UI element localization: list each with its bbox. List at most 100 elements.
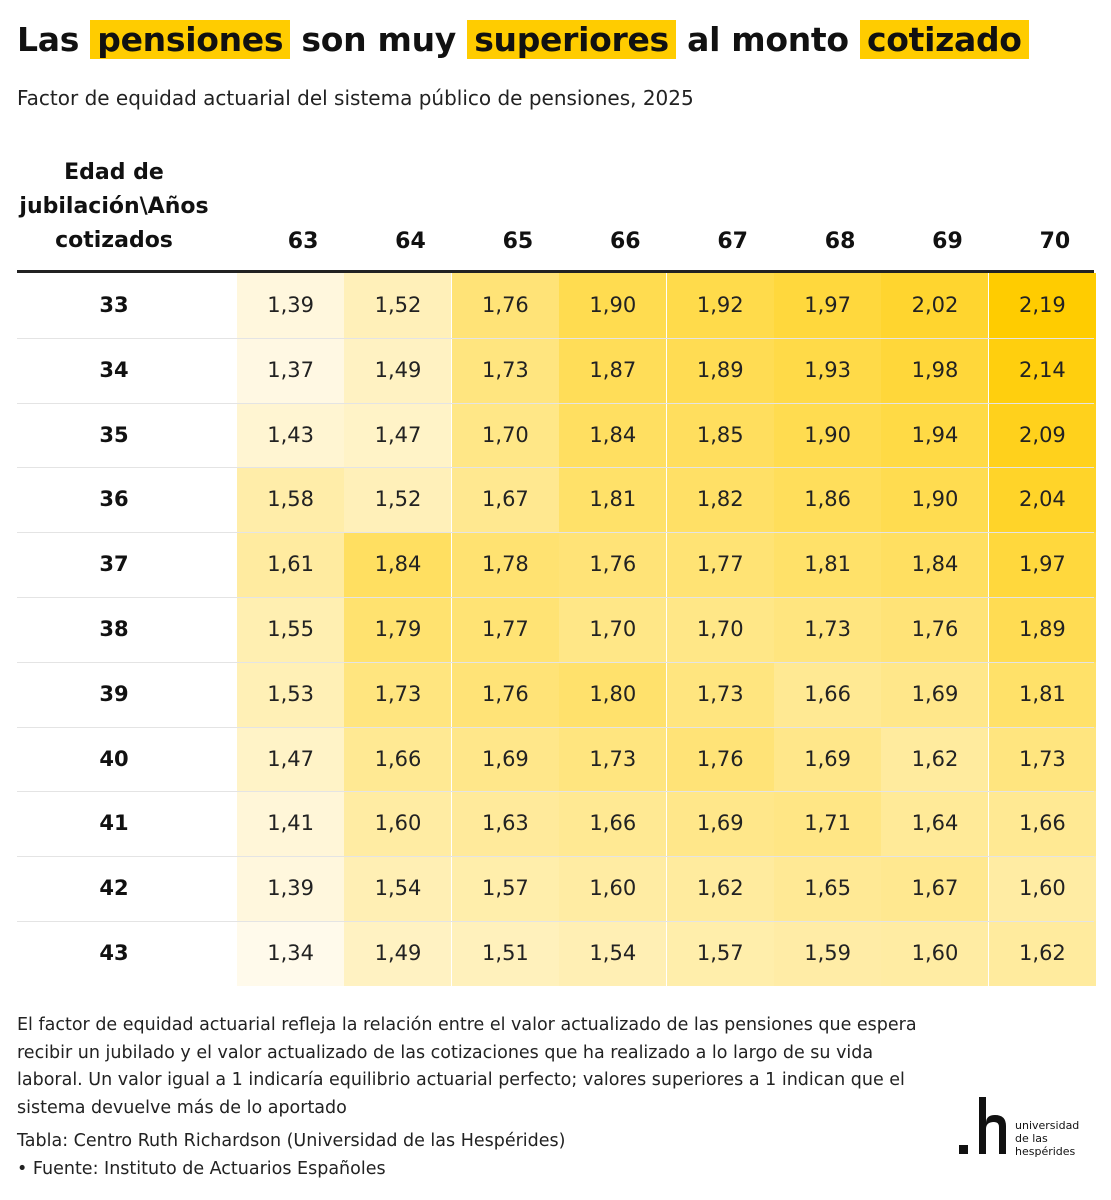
title-highlight: pensiones [90, 20, 291, 59]
heatmap-cell: 1,90 [881, 467, 989, 533]
heatmap-cell: 1,97 [988, 532, 1096, 598]
heatmap-cell: 1,60 [344, 791, 452, 857]
heatmap-cell: 1,69 [666, 791, 774, 857]
heatmap-cell: 1,73 [666, 661, 774, 727]
row-divider [17, 921, 1094, 922]
heatmap-cell: 1,90 [774, 402, 881, 468]
column-header: 63 [287, 229, 319, 254]
heatmap-cell: 1,66 [988, 791, 1096, 857]
heatmap-table: 33 1,39 1,52 1,76 1,90 1,92 1,97 2,02 2,19 34 1,37… [17, 273, 1096, 986]
heatmap-cell: 1,76 [666, 726, 774, 792]
heatmap-cell: 1,69 [881, 661, 989, 727]
heatmap-cell: 1,52 [344, 273, 452, 338]
row-header: 42 [99, 876, 129, 901]
heatmap-cell: 1,39 [237, 856, 344, 922]
heatmap-cell: 1,63 [451, 791, 559, 857]
row-header: 40 [99, 746, 129, 771]
heatmap-cell: 1,76 [559, 532, 667, 598]
row-divider [17, 532, 1094, 534]
heatmap-cell: 1,93 [774, 337, 881, 403]
heatmap-cell: 1,52 [344, 467, 452, 533]
heatmap-cell: 1,77 [451, 597, 559, 662]
heatmap-cell: 1,84 [881, 532, 989, 598]
heatmap-cell: 1,78 [451, 532, 559, 598]
heatmap-cell: 1,70 [451, 402, 559, 468]
column-header: 64 [395, 229, 426, 254]
heatmap-cell: 1,47 [344, 402, 452, 468]
footnote: El factor de equidad actuarial refleja l… [17, 1015, 917, 1118]
column-header: 69 [932, 229, 963, 254]
heatmap-cell: 1,47 [237, 726, 344, 792]
heatmap-cell: 1,60 [881, 921, 989, 986]
heatmap-cell: 1,51 [451, 921, 559, 986]
row-divider [17, 856, 1094, 858]
logo-line: universidad [1015, 1119, 1080, 1132]
heatmap-cell: 1,89 [988, 597, 1096, 662]
heatmap-cell: 1,77 [666, 532, 774, 598]
logo-h-icon [959, 1097, 1006, 1154]
heatmap-cell: 1,81 [559, 467, 667, 533]
row-divider [17, 337, 1094, 339]
heatmap-cell: 1,58 [237, 467, 344, 533]
heatmap-cell: 1,54 [344, 856, 452, 922]
heatmap-cell: 1,57 [451, 856, 559, 922]
logo-line: de las [1015, 1132, 1048, 1145]
row-header: 38 [99, 617, 129, 641]
heatmap-cell: 1,79 [344, 597, 452, 662]
heatmap-cell: 1,59 [774, 921, 881, 986]
heatmap-cell: 1,82 [666, 467, 774, 533]
column-header: 66 [609, 229, 641, 254]
heatmap-cell: 1,86 [774, 467, 881, 533]
heatmap-cell: 1,61 [237, 532, 344, 598]
heatmap-cell: 1,62 [666, 856, 774, 922]
row-header: 37 [99, 552, 129, 577]
title-highlight: cotizado [859, 20, 1029, 59]
heatmap-cell: 1,84 [559, 402, 667, 468]
heatmap-cell: 1,90 [559, 273, 667, 338]
row-header: 35 [99, 422, 129, 447]
title-word: son muy [301, 20, 456, 59]
title-word: Las [17, 20, 80, 59]
title-word: al monto [687, 20, 849, 59]
heatmap-cell: 1,60 [988, 856, 1096, 922]
table-credit: Tabla: Centro Ruth Richardson (Universid… [17, 1131, 566, 1151]
heatmap-cell: 1,54 [559, 921, 667, 986]
row-divider [17, 791, 1094, 793]
row-divider [17, 402, 1094, 404]
heatmap-cell: 1,39 [237, 273, 344, 338]
title-highlight: superiores [467, 20, 676, 59]
heatmap-cell: 1,94 [881, 402, 989, 468]
heatmap-cell: 1,81 [774, 532, 881, 598]
heatmap-cell: 1,73 [988, 726, 1096, 792]
row-divider [17, 467, 1094, 469]
heatmap-cell: 1,73 [559, 726, 667, 792]
heatmap-cell: 1,87 [559, 337, 667, 403]
heatmap-cell: 1,81 [988, 661, 1096, 727]
heatmap-cell: 1,37 [237, 337, 344, 403]
row-header: 39 [99, 681, 129, 706]
heatmap-cell: 1,69 [451, 726, 559, 792]
heatmap-cell: 1,60 [559, 856, 667, 922]
column-header: 70 [1039, 229, 1071, 254]
heatmap-cell: 1,66 [774, 661, 881, 727]
heatmap-cell: 1,67 [881, 856, 989, 922]
heatmap-cell: 1,85 [666, 402, 774, 468]
heatmap-cell: 1,49 [344, 337, 452, 403]
heatmap-cell: 1,67 [451, 467, 559, 533]
heatmap-cell: 1,76 [451, 661, 559, 727]
heatmap-cell: 2,02 [881, 273, 989, 338]
university-logo: universidad de las hespérides [955, 1093, 1095, 1163]
heatmap-cell: 1,55 [237, 597, 344, 662]
logo-line: hespérides [1015, 1145, 1076, 1158]
heatmap-cell: 1,62 [988, 921, 1096, 986]
heatmap-cell: 1,71 [774, 791, 881, 857]
heatmap-cell: 1,49 [344, 921, 452, 986]
row-header: 34 [99, 357, 129, 382]
row-header: 33 [99, 293, 129, 317]
heatmap-cell: 1,84 [344, 532, 452, 598]
heatmap-cell: 1,66 [344, 726, 452, 792]
heatmap-cell: 1,41 [237, 791, 344, 857]
heatmap-cell: 1,76 [451, 273, 559, 338]
heatmap-cell: 1,73 [451, 337, 559, 403]
heatmap-cell: 1,76 [881, 597, 989, 662]
